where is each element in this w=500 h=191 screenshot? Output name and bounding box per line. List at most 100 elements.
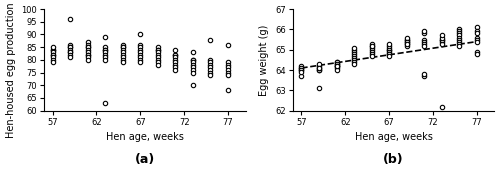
Point xyxy=(206,74,214,77)
Point xyxy=(456,30,464,33)
Point xyxy=(154,46,162,49)
Point xyxy=(136,46,144,49)
Point xyxy=(368,54,376,57)
Point xyxy=(315,66,323,70)
Point xyxy=(189,58,197,61)
Point xyxy=(402,36,410,39)
Point xyxy=(368,42,376,45)
Point xyxy=(456,36,464,39)
Point xyxy=(119,43,127,46)
Point xyxy=(206,71,214,74)
Point xyxy=(456,28,464,31)
Point xyxy=(66,53,74,56)
Point xyxy=(154,61,162,64)
Point xyxy=(101,46,109,49)
Point xyxy=(84,58,92,61)
Point xyxy=(66,18,74,21)
Point xyxy=(154,56,162,59)
Point xyxy=(315,87,323,90)
Point xyxy=(189,61,197,64)
Point xyxy=(438,42,446,45)
Point xyxy=(206,63,214,66)
Point xyxy=(136,53,144,56)
Text: (a): (a) xyxy=(134,153,155,166)
Point xyxy=(101,56,109,59)
Point xyxy=(350,58,358,61)
Point xyxy=(66,46,74,49)
Point xyxy=(101,48,109,51)
Point xyxy=(66,51,74,54)
Point xyxy=(101,53,109,56)
Point xyxy=(84,48,92,51)
Point xyxy=(332,60,340,63)
Point xyxy=(119,53,127,56)
Point xyxy=(66,46,74,49)
Point xyxy=(189,71,197,74)
Point xyxy=(298,70,306,74)
Point xyxy=(438,105,446,108)
Point xyxy=(136,43,144,46)
Point xyxy=(172,58,179,61)
Point xyxy=(402,40,410,43)
Point xyxy=(119,46,127,49)
Point xyxy=(206,61,214,64)
Point xyxy=(420,73,428,76)
Point xyxy=(385,48,393,51)
Point xyxy=(84,51,92,54)
Point xyxy=(206,66,214,69)
Point xyxy=(48,61,56,64)
Point xyxy=(350,46,358,49)
Point xyxy=(119,48,127,51)
Point xyxy=(402,44,410,47)
Point xyxy=(456,44,464,47)
Point xyxy=(473,40,481,43)
Point xyxy=(224,71,232,74)
Point xyxy=(172,56,179,59)
Point xyxy=(119,46,127,49)
Point xyxy=(119,58,127,61)
Point xyxy=(154,48,162,51)
Point xyxy=(420,38,428,41)
Point xyxy=(385,48,393,51)
Point xyxy=(206,69,214,72)
Point xyxy=(189,69,197,72)
Point xyxy=(48,48,56,51)
Point xyxy=(66,48,74,51)
Point xyxy=(101,48,109,51)
Point xyxy=(402,42,410,45)
Point xyxy=(48,48,56,51)
Point xyxy=(154,58,162,61)
Point xyxy=(473,36,481,39)
Point xyxy=(66,43,74,46)
Point xyxy=(48,58,56,61)
Point xyxy=(101,51,109,54)
Point xyxy=(224,63,232,66)
Point xyxy=(298,66,306,70)
Point xyxy=(189,66,197,69)
Point xyxy=(224,89,232,92)
Point xyxy=(438,34,446,37)
Point xyxy=(473,30,481,33)
Point xyxy=(66,56,74,59)
Point xyxy=(84,53,92,56)
Point xyxy=(101,102,109,105)
Point xyxy=(420,75,428,78)
Point xyxy=(420,40,428,43)
Point xyxy=(136,56,144,59)
Point xyxy=(473,32,481,35)
Point xyxy=(332,69,340,72)
Point xyxy=(385,52,393,55)
Point xyxy=(438,36,446,39)
Point xyxy=(84,46,92,49)
Point xyxy=(172,69,179,72)
Point xyxy=(224,74,232,77)
Point xyxy=(473,50,481,53)
Point xyxy=(172,61,179,64)
Point xyxy=(154,51,162,54)
Point xyxy=(172,48,179,51)
Point xyxy=(136,51,144,54)
Point xyxy=(172,66,179,69)
Point xyxy=(385,52,393,55)
Point xyxy=(420,30,428,33)
Point xyxy=(48,53,56,56)
